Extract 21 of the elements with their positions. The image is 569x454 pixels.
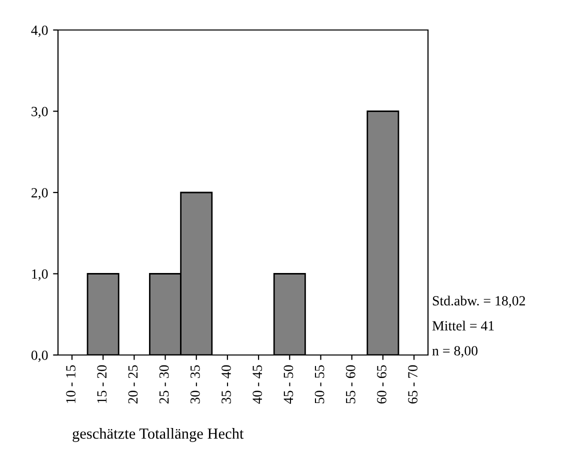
y-tick-label: 4,0	[31, 26, 48, 37]
x-tick-label: 40 - 45	[252, 365, 262, 404]
x-axis-title: geschätzte Totallänge Hecht	[72, 428, 244, 442]
text: Std.abw. = 18,02	[432, 296, 525, 308]
y-tick-label: 3,0	[32, 106, 48, 118]
x-tick-label: 35 - 40	[222, 365, 231, 404]
x-tick-label: 10 - 15	[66, 365, 76, 403]
x-tick-label: 45 - 50	[284, 365, 294, 404]
x-tick-label: 20 - 25	[128, 365, 138, 404]
y-tick-label: 0,0	[31, 350, 48, 362]
x-tick-label: 65 - 70	[408, 365, 418, 404]
x-tick-label: 55 - 60	[346, 365, 356, 404]
x-tick-label: 30 - 35	[190, 365, 200, 404]
x-tick-label: 50 - 55	[314, 365, 324, 404]
text: Mittel = 41	[432, 320, 494, 330]
y-tick-label: 1,0	[32, 269, 48, 281]
x-tick-label: 25 - 30	[159, 365, 169, 404]
text: n = 8,00	[432, 346, 478, 358]
y-tick-label: 2,0	[32, 188, 48, 200]
x-tick-label: 15 - 20	[97, 365, 107, 403]
x-tick-label: 60 - 65	[377, 365, 386, 404]
